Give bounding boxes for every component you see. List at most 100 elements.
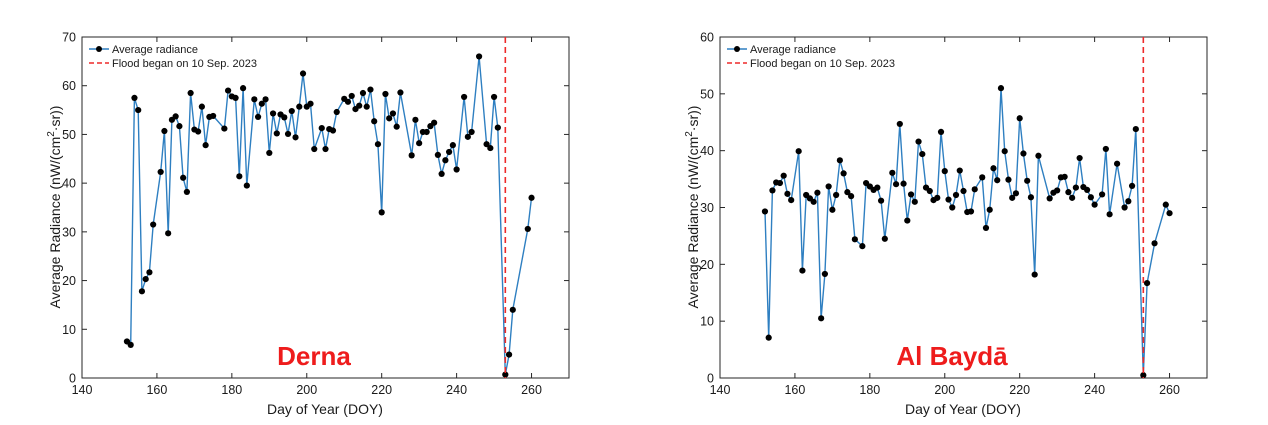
data-point — [389, 110, 397, 117]
data-point — [799, 267, 806, 274]
data-point — [453, 166, 460, 173]
y-tick-label: 30 — [700, 201, 714, 215]
y-tick-label: 50 — [62, 128, 76, 142]
y-tick-label: 20 — [700, 258, 714, 272]
data-point — [1076, 154, 1083, 162]
y-tick-label: 60 — [700, 31, 714, 45]
data-point — [1065, 189, 1072, 196]
data-point — [900, 180, 907, 187]
data-point — [307, 100, 314, 107]
data-point — [483, 141, 490, 148]
data-point — [243, 182, 250, 189]
x-tick-label: 240 — [446, 383, 467, 397]
data-point — [960, 187, 967, 195]
data-point — [1024, 177, 1031, 184]
data-point — [1046, 195, 1053, 202]
y-tick-label: 30 — [62, 225, 76, 239]
data-point — [844, 189, 851, 196]
data-point — [434, 151, 441, 158]
x-tick-label: 220 — [1009, 383, 1030, 397]
data-point — [195, 128, 202, 135]
data-point — [997, 85, 1005, 92]
data-point — [1087, 194, 1094, 201]
y-tick-label: 0 — [707, 372, 714, 386]
y-tick-label: 70 — [62, 31, 76, 45]
data-point — [464, 133, 471, 140]
data-point — [1162, 201, 1169, 208]
plot-layer: 140 160 180 200 220 240 260 0 10 20 30 40 50 60 70 — [62, 31, 570, 397]
data-point — [509, 306, 516, 313]
data-point — [769, 187, 776, 194]
x-tick-label: 260 — [1159, 383, 1180, 397]
data-point — [765, 334, 772, 341]
legend-event-label: Flood began on 10 Sep. 2023 — [112, 58, 257, 70]
data-point — [1072, 184, 1079, 191]
data-point — [1001, 148, 1008, 155]
data-point — [1009, 194, 1016, 201]
data-point — [165, 230, 172, 237]
data-point — [150, 221, 157, 228]
data-point — [505, 351, 513, 358]
data-point — [1005, 176, 1012, 183]
data-point — [829, 206, 836, 213]
data-point — [1035, 152, 1042, 159]
data-point — [142, 276, 149, 283]
data-point — [374, 141, 382, 148]
data-point — [795, 148, 802, 155]
data-point — [1099, 191, 1106, 198]
x-axis-label: Day of Year (DOY) — [267, 401, 383, 417]
data-point — [818, 315, 825, 322]
data-point — [135, 106, 142, 114]
x-tick-label: 260 — [521, 383, 542, 397]
data-point — [956, 167, 963, 174]
data-point — [979, 174, 986, 181]
data-point — [1121, 204, 1128, 211]
legend-series-marker — [734, 46, 740, 52]
y-axis-label: Average Radiance (nW/(cm2·sr)) — [684, 106, 701, 309]
y-tick-label: 20 — [62, 274, 76, 288]
data-point — [776, 179, 784, 187]
data-point — [821, 270, 828, 278]
data-point — [919, 150, 926, 158]
data-point — [949, 204, 956, 211]
data-point — [416, 140, 423, 147]
data-point — [952, 191, 960, 199]
data-point — [1016, 115, 1023, 122]
data-point — [896, 120, 903, 128]
data-point — [840, 170, 847, 177]
x-tick-label: 220 — [371, 383, 392, 397]
legend-series-label: Average radiance — [112, 44, 198, 56]
x-tick-label: 180 — [221, 383, 242, 397]
data-point — [967, 208, 975, 215]
data-point — [780, 172, 787, 179]
data-point — [1151, 240, 1158, 247]
y-tick-label: 10 — [700, 315, 714, 329]
data-point — [1084, 186, 1091, 193]
data-point — [397, 89, 404, 96]
data-point — [1027, 194, 1035, 201]
y-tick-label: 10 — [62, 323, 76, 337]
data-point — [258, 100, 265, 107]
data-point — [292, 134, 299, 141]
data-point — [344, 98, 352, 105]
axes-box — [719, 36, 1208, 379]
chart-derna: 140 160 180 200 220 240 260 0 10 20 30 40 50 60 70 Day… — [46, 31, 570, 417]
place-label: Derna — [277, 341, 351, 371]
data-point — [1106, 211, 1113, 218]
data-point — [322, 145, 329, 153]
data-point — [266, 149, 273, 157]
data-point — [251, 96, 258, 103]
data-point — [157, 168, 164, 176]
data-point — [281, 114, 288, 121]
data-point — [382, 90, 389, 98]
data-point — [874, 184, 881, 191]
data-point — [889, 169, 896, 176]
data-point — [881, 235, 888, 242]
data-point — [1069, 194, 1076, 201]
data-point — [431, 119, 438, 126]
data-point — [836, 157, 843, 164]
data-point — [359, 89, 367, 97]
data-point — [986, 206, 993, 213]
data-point — [1054, 187, 1061, 194]
data-point — [202, 142, 209, 149]
